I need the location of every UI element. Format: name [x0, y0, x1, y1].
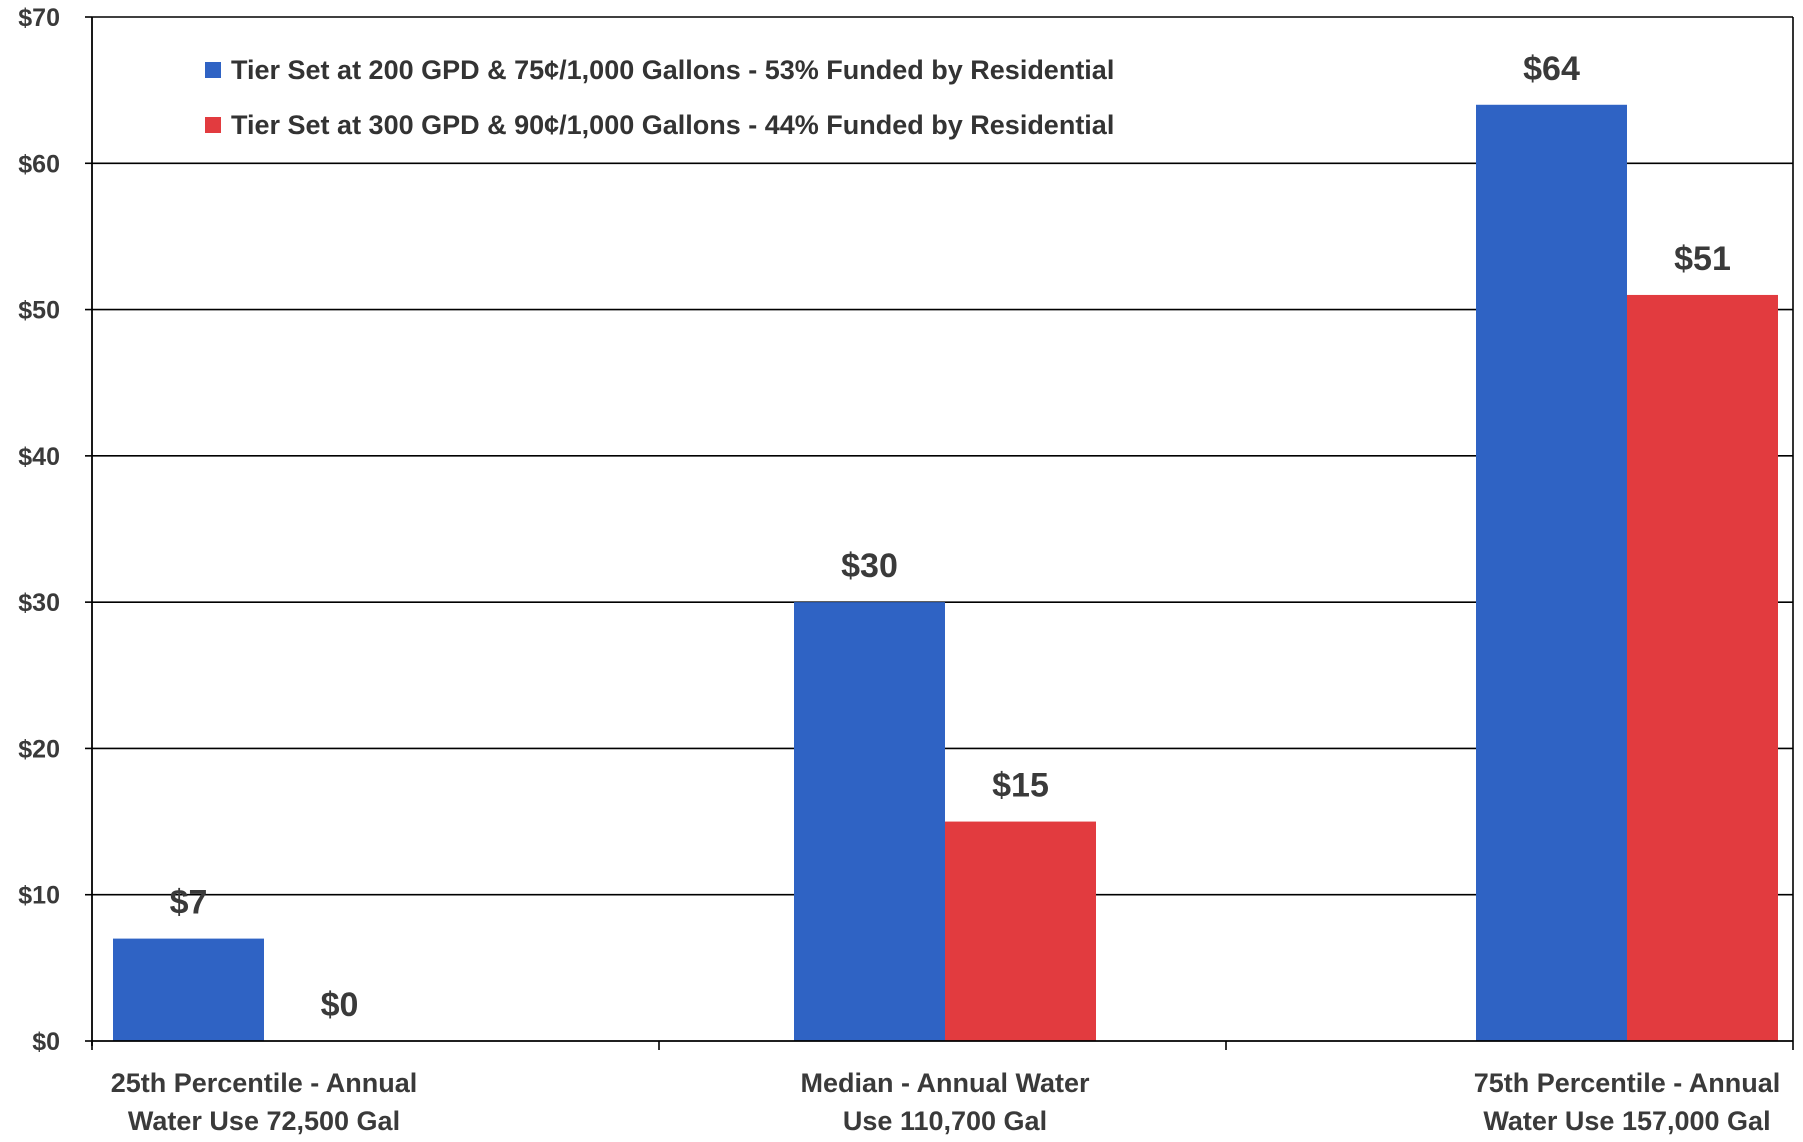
bar-blue — [794, 602, 945, 1041]
category-label-line: Water Use 157,000 Gal — [1483, 1106, 1770, 1136]
legend-swatch — [205, 62, 221, 78]
legend-label: Tier Set at 200 GPD & 75¢/1,000 Gallons … — [231, 55, 1114, 85]
data-label: $51 — [1674, 240, 1731, 278]
category-label: Median - Annual Water Use 110,700 Gal — [800, 1068, 1090, 1136]
data-label: $15 — [992, 767, 1049, 805]
data-label: $7 — [170, 884, 208, 922]
bar-red — [1627, 294, 1778, 1041]
category-label: 25th Percentile - Annual Water Use 72,500… — [111, 1068, 418, 1136]
legend-swatch — [205, 117, 221, 133]
legend-label: Tier Set at 300 GPD & 90¢/1,000 Gallons … — [231, 110, 1114, 140]
category-label: 75th Percentile - Annual Water Use 157,00… — [1474, 1068, 1781, 1136]
y-tick-label: $20 — [18, 735, 60, 763]
bar-red — [945, 821, 1096, 1041]
axes: $0 $10 $20 $30 $40 $50 $60 $70 25th Percentile -… — [18, 4, 1794, 1136]
category-label-line: Water Use 72,500 Gal — [128, 1106, 400, 1136]
bars — [113, 104, 1778, 1042]
category-label-line: Median - Annual Water — [800, 1068, 1090, 1098]
labels: $7 $30 $64 $0 $15 $51 — [170, 50, 1731, 1024]
y-tick-label: $70 — [18, 4, 60, 32]
y-tick-label: $10 — [18, 882, 60, 910]
data-label: $0 — [321, 986, 359, 1024]
data-label: $30 — [841, 547, 898, 585]
legend: Tier Set at 200 GPD & 75¢/1,000 Gallons … — [205, 55, 1114, 140]
category-label-line: Use 110,700 Gal — [843, 1106, 1047, 1136]
bar-blue — [1476, 104, 1627, 1042]
data-label: $64 — [1523, 50, 1580, 88]
category-label-line: 75th Percentile - Annual — [1474, 1068, 1781, 1098]
bar-blue — [113, 938, 264, 1041]
y-tick-label: $30 — [18, 589, 60, 617]
category-label-line: 25th Percentile - Annual — [111, 1068, 418, 1098]
y-tick-label: $50 — [18, 297, 60, 325]
y-tick-label: $60 — [18, 150, 60, 178]
y-tick-label: $0 — [32, 1028, 60, 1056]
y-tick-label: $40 — [18, 443, 60, 471]
